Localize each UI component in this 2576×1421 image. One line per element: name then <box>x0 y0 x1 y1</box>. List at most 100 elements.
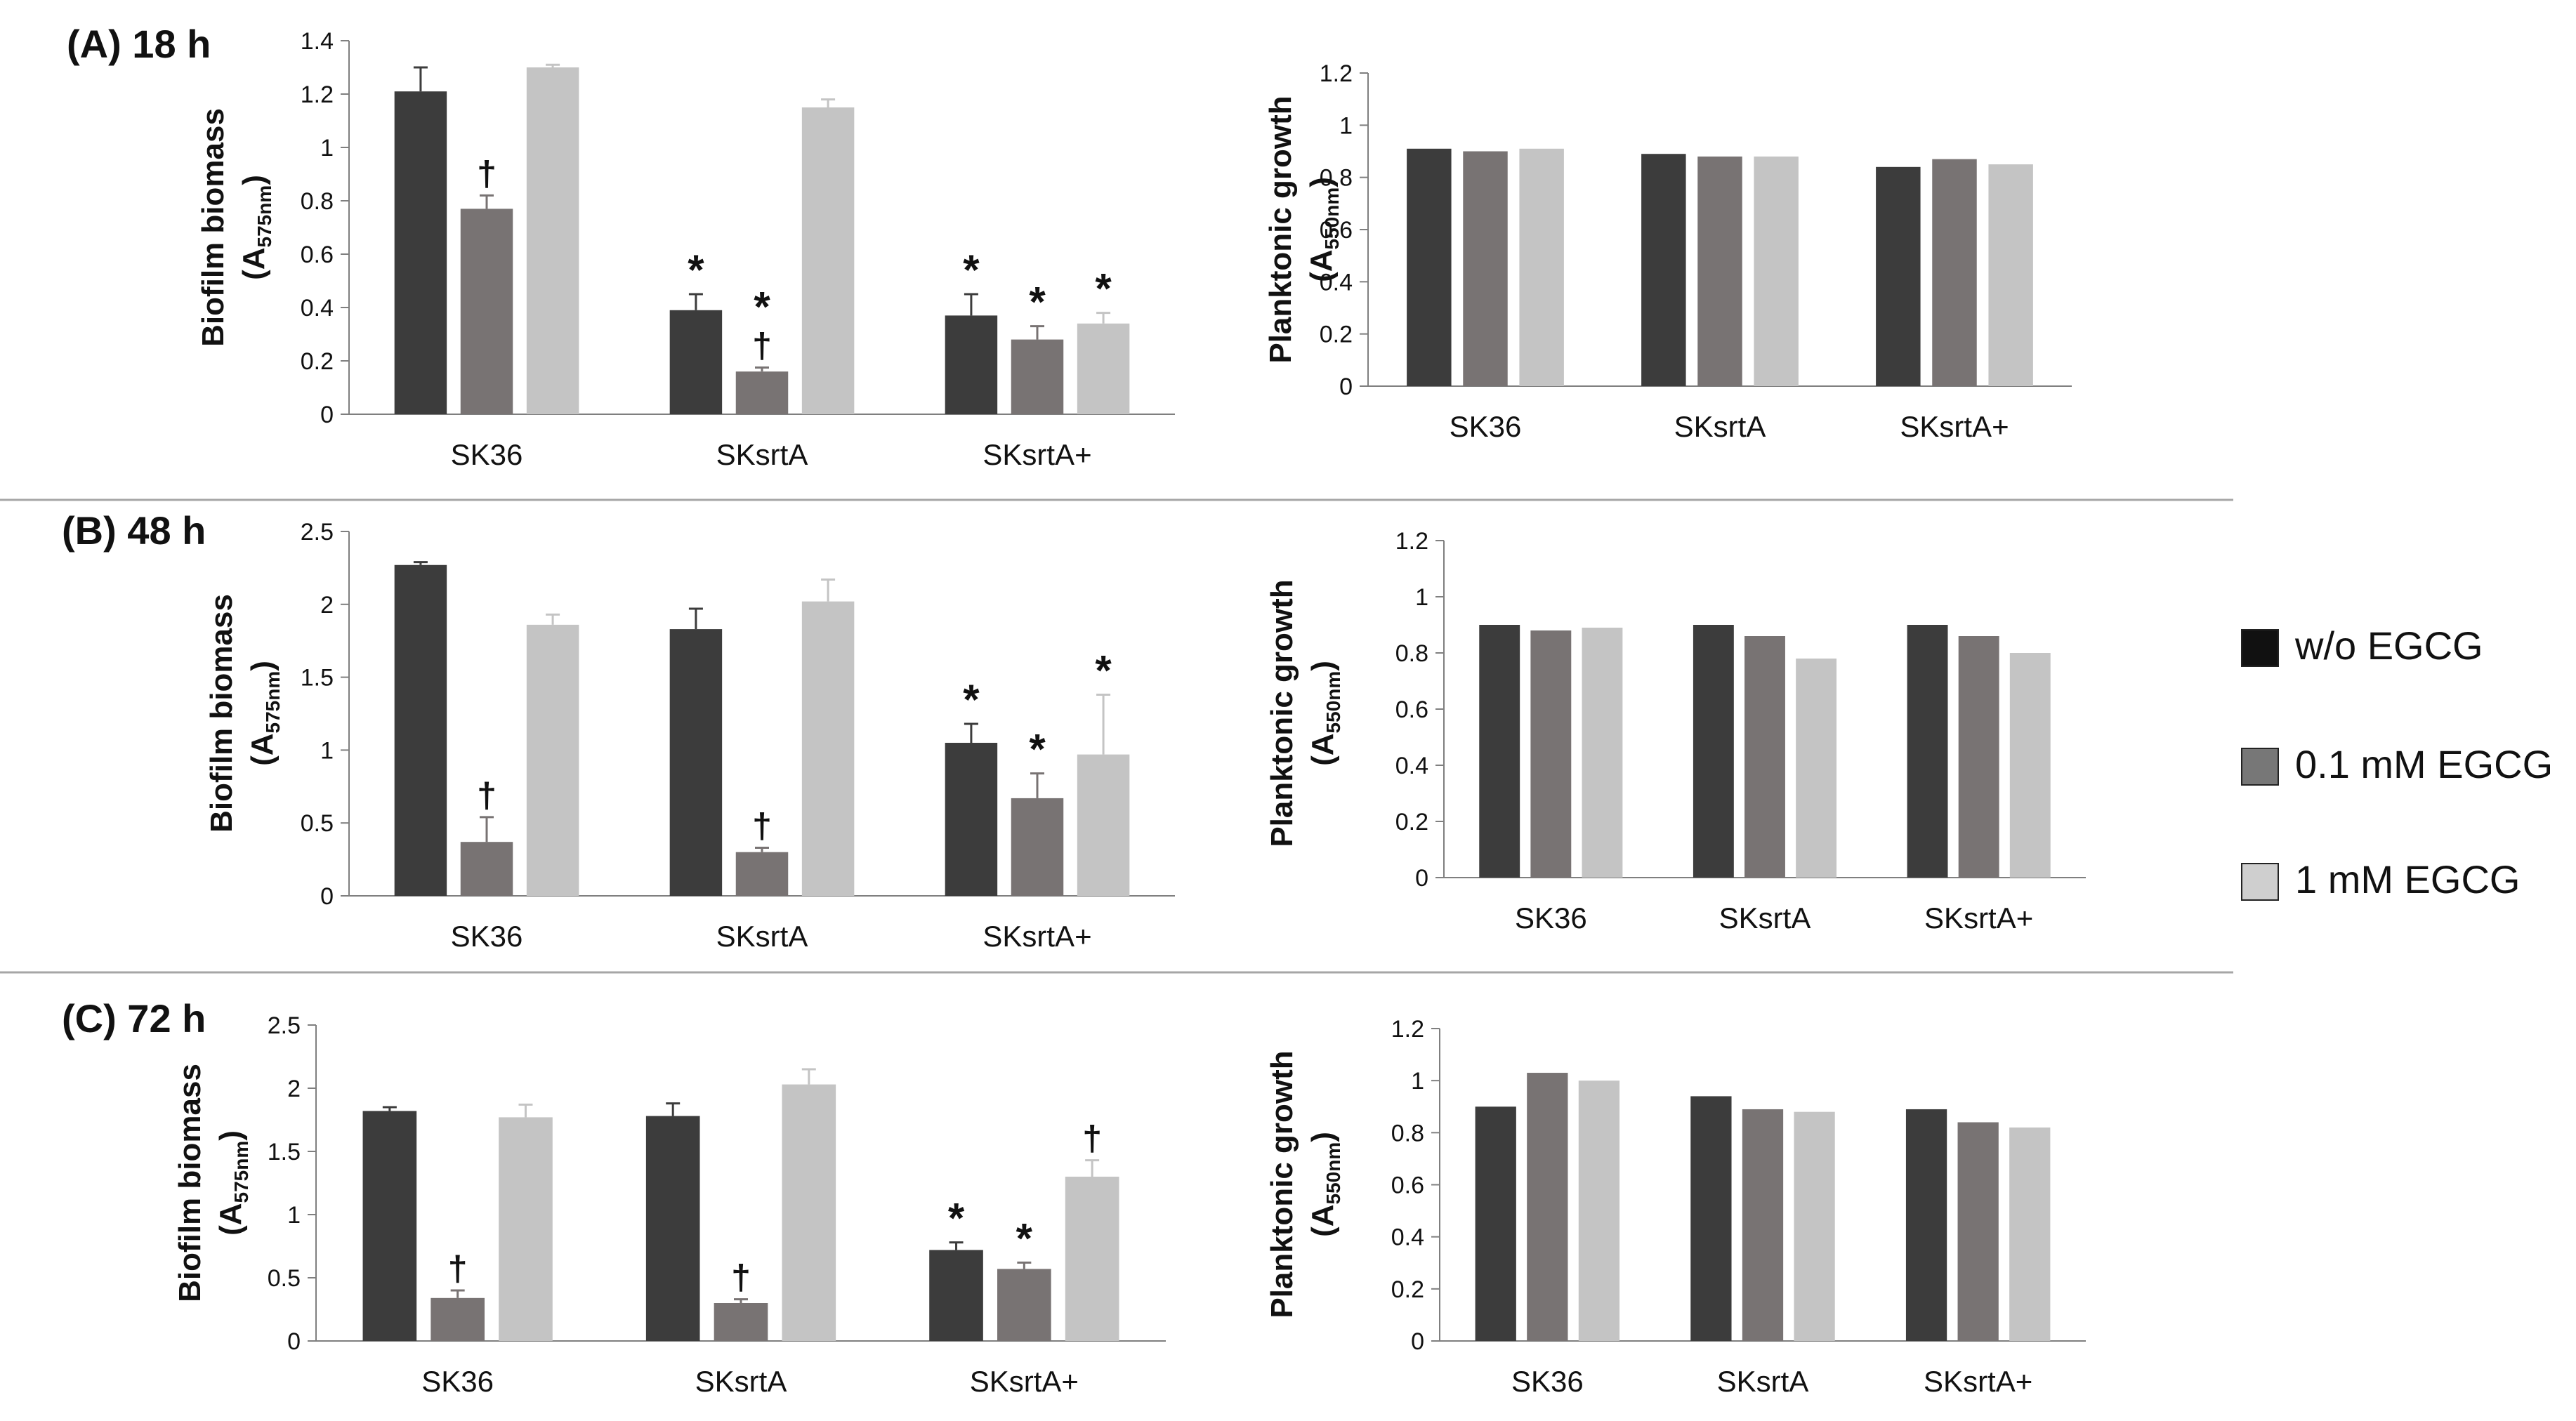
C-biofilm-panel-label: (C) 72 h <box>62 996 206 1040</box>
B-biofilm-ytick-label: 2 <box>320 592 334 619</box>
B-biofilm-significance-asterisk: * <box>1095 647 1112 694</box>
A-planktonic-bar <box>1988 164 2033 387</box>
A-biofilm-bar <box>1011 339 1064 414</box>
A-planktonic-ytick-label: 0.2 <box>1320 322 1353 348</box>
C-planktonic-bar <box>1742 1109 1784 1341</box>
A-planktonic-category-label: SKsrtA <box>1674 410 1766 443</box>
C-biofilm-significance-asterisk: * <box>948 1195 965 1242</box>
C-biofilm-ylabel-base: A <box>213 1203 248 1225</box>
C-planktonic-ylabel-subscript: 550nm <box>1322 1142 1344 1205</box>
A-planktonic-ylabel-unit: ( <box>1304 272 1339 282</box>
B-planktonic-bar <box>2009 653 2051 878</box>
B-planktonic-category-label: SKsrtA <box>1719 901 1811 934</box>
B-biofilm-bar <box>460 842 513 896</box>
A-planktonic-bar <box>1754 156 1799 386</box>
C-biofilm-ytick-label: 2.5 <box>268 1012 301 1039</box>
A-biofilm-ylabel-close: ) <box>237 175 271 185</box>
C-biofilm-ytick-label: 0 <box>287 1328 301 1355</box>
C-biofilm-ylabel-unit: ( <box>213 1225 248 1236</box>
A-planktonic-bar <box>1876 166 1921 387</box>
A-planktonic-category-label: SKsrtA+ <box>1900 410 2009 443</box>
A-biofilm-bar <box>394 91 447 414</box>
B-biofilm-significance-dagger: † <box>752 806 772 845</box>
C-planktonic-ytick-label: 1.2 <box>1391 1016 1424 1043</box>
A-biofilm-ytick-label: 1 <box>320 135 334 161</box>
A-biofilm-category-label: SKsrtA+ <box>983 438 1091 471</box>
B-planktonic-bar <box>1530 630 1572 878</box>
B-biofilm-bar <box>669 629 723 896</box>
B-biofilm-ylabel-text: Biofilm biomass <box>204 594 239 833</box>
A-biofilm-bar <box>735 371 789 414</box>
legend-swatch-0 <box>2241 629 2279 667</box>
B-planktonic-bar <box>1907 625 1948 878</box>
legend-label-1: 0.1 mM EGCG <box>2295 742 2553 786</box>
B-planktonic-bar <box>1744 636 1785 878</box>
A-planktonic-bar <box>1641 154 1686 386</box>
A-biofilm-ylabel-subscript: 575nm <box>254 185 275 248</box>
A-planktonic-ytick-label: 1 <box>1339 112 1353 139</box>
A-biofilm-ylabel-text: Biofilm biomass <box>196 108 230 347</box>
B-biofilm-bar <box>1077 754 1130 896</box>
C-planktonic-ytick-label: 0 <box>1411 1328 1424 1355</box>
A-biofilm-significance-asterisk: * <box>688 246 704 293</box>
C-planktonic-ytick-label: 1 <box>1411 1068 1424 1095</box>
C-planktonic-category-label: SKsrtA+ <box>1924 1365 2032 1398</box>
B-planktonic-bar <box>1582 628 1623 878</box>
A-biofilm-ytick-label: 1.2 <box>301 81 334 108</box>
A-biofilm-significance-asterisk: * <box>963 246 980 293</box>
A-biofilm-significance-dagger: † <box>752 326 772 366</box>
A-biofilm-panel-label: (A) 18 h <box>67 22 211 66</box>
A-planktonic-ytick-label: 0.6 <box>1320 217 1353 244</box>
legend-swatch-2 <box>2241 863 2279 901</box>
B-biofilm-bar <box>801 601 855 896</box>
A-biofilm-ytick-label: 0.8 <box>301 188 334 215</box>
B-biofilm-ylabel-base: A <box>245 733 280 755</box>
B-planktonic-ylabel-subscript: 550nm <box>1322 671 1344 734</box>
B-biofilm-ylabel: Biofilm biomass (A575nm) <box>204 594 284 833</box>
C-planktonic-ytick-label: 0.4 <box>1391 1224 1424 1251</box>
B-biofilm-category-label: SKsrtA+ <box>983 920 1091 953</box>
B-biofilm-significance-dagger: † <box>477 776 497 815</box>
C-planktonic-ytick-label: 0.6 <box>1391 1172 1424 1199</box>
B-planktonic-category-label: SKsrtA+ <box>1924 901 2033 934</box>
C-biofilm-bar <box>929 1250 983 1341</box>
A-biofilm-bar <box>526 67 579 414</box>
C-planktonic-bar <box>1527 1073 1568 1341</box>
C-planktonic-ylabel-unit: ( <box>1306 1227 1340 1237</box>
B-planktonic-bar <box>1479 625 1520 878</box>
B-biofilm-ytick-label: 0 <box>320 883 334 910</box>
C-biofilm-bar <box>362 1111 417 1341</box>
C-biofilm-bar <box>645 1116 700 1341</box>
B-planktonic-bar <box>1693 625 1734 878</box>
B-biofilm-ytick-label: 1.5 <box>301 665 334 692</box>
B-planktonic-ytick-label: 0.4 <box>1395 753 1428 779</box>
C-biofilm-significance-dagger: † <box>1082 1119 1102 1158</box>
A-biofilm-ytick-label: 1.4 <box>301 28 334 55</box>
A-biofilm-ytick-label: 0.4 <box>301 295 334 322</box>
C-biofilm-significance-asterisk: * <box>1016 1215 1033 1262</box>
B-biofilm-ytick-label: 1 <box>320 737 334 764</box>
A-biofilm-bar <box>945 315 998 414</box>
A-biofilm-bar <box>669 310 723 414</box>
A-biofilm-bar <box>801 107 855 414</box>
A-biofilm-bar <box>1077 323 1130 414</box>
legend-label-2: 1 mM EGCG <box>2295 857 2520 901</box>
A-biofilm-category-label: SKsrtA <box>716 438 808 471</box>
A-biofilm-ylabel: Biofilm biomass (A575nm) <box>196 108 275 347</box>
C-biofilm-ytick-label: 2 <box>287 1076 301 1102</box>
B-biofilm-ytick-label: 2.5 <box>301 519 334 546</box>
A-biofilm-ytick-label: 0 <box>320 402 334 428</box>
A-planktonic-bar <box>1407 148 1452 387</box>
A-planktonic-ylabel-close: ) <box>1304 177 1339 187</box>
C-planktonic-ylabel-text: Planktonic growth <box>1265 1050 1299 1318</box>
C-planktonic-category-label: SK36 <box>1511 1365 1584 1398</box>
A-planktonic-ytick-label: 0.8 <box>1320 165 1353 192</box>
C-planktonic-ylabel-base: A <box>1306 1204 1340 1227</box>
C-biofilm-bar <box>1065 1177 1119 1341</box>
C-biofilm-category-label: SKsrtA <box>695 1365 787 1398</box>
A-planktonic-bar <box>1697 156 1742 386</box>
A-planktonic-ytick-label: 0 <box>1339 374 1353 400</box>
C-biofilm-bar <box>997 1269 1051 1341</box>
B-planktonic-ylabel-base: A <box>1306 733 1340 755</box>
